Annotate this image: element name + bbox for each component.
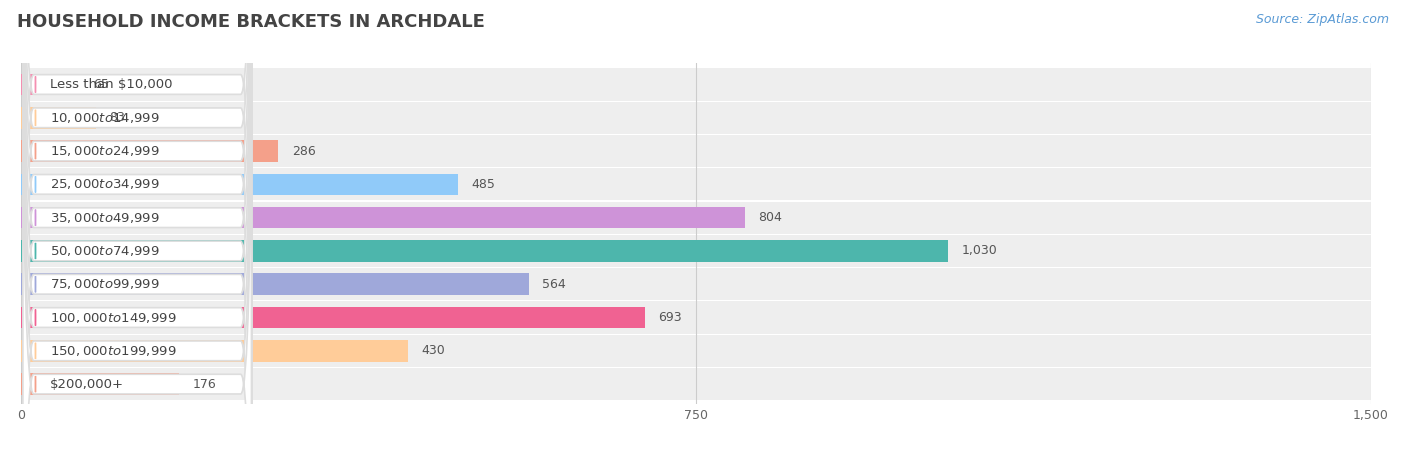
Bar: [21, 174, 457, 195]
Text: $150,000 to $199,999: $150,000 to $199,999: [49, 344, 176, 358]
Bar: [21, 207, 745, 229]
Text: $200,000+: $200,000+: [49, 378, 124, 391]
Bar: [21, 268, 1371, 300]
Bar: [21, 240, 948, 262]
Bar: [21, 235, 1371, 267]
Bar: [21, 135, 1371, 167]
Bar: [21, 107, 96, 128]
FancyBboxPatch shape: [22, 0, 252, 449]
FancyBboxPatch shape: [22, 0, 252, 449]
Text: $35,000 to $49,999: $35,000 to $49,999: [49, 211, 159, 224]
Bar: [21, 307, 645, 328]
Bar: [21, 74, 80, 95]
Text: $100,000 to $149,999: $100,000 to $149,999: [49, 311, 176, 325]
FancyBboxPatch shape: [22, 0, 252, 449]
Text: $50,000 to $74,999: $50,000 to $74,999: [49, 244, 159, 258]
Text: $25,000 to $34,999: $25,000 to $34,999: [49, 177, 159, 191]
Text: 176: 176: [193, 378, 217, 391]
Bar: [21, 168, 1371, 200]
FancyBboxPatch shape: [22, 0, 252, 449]
Text: 65: 65: [93, 78, 108, 91]
FancyBboxPatch shape: [22, 0, 252, 449]
Text: 564: 564: [543, 278, 565, 291]
Text: 1,030: 1,030: [962, 244, 997, 257]
Bar: [21, 373, 180, 395]
Text: Source: ZipAtlas.com: Source: ZipAtlas.com: [1256, 13, 1389, 26]
Text: $75,000 to $99,999: $75,000 to $99,999: [49, 277, 159, 291]
Bar: [21, 202, 1371, 234]
FancyBboxPatch shape: [22, 0, 252, 449]
Bar: [21, 140, 278, 162]
FancyBboxPatch shape: [22, 0, 252, 449]
FancyBboxPatch shape: [22, 0, 252, 449]
Bar: [21, 273, 529, 295]
FancyBboxPatch shape: [22, 0, 252, 449]
Bar: [21, 340, 408, 361]
Bar: [21, 102, 1371, 134]
Text: $10,000 to $14,999: $10,000 to $14,999: [49, 111, 159, 125]
Bar: [21, 68, 1371, 101]
Bar: [21, 335, 1371, 367]
Bar: [21, 301, 1371, 334]
Text: $15,000 to $24,999: $15,000 to $24,999: [49, 144, 159, 158]
Text: Less than $10,000: Less than $10,000: [49, 78, 173, 91]
Text: HOUSEHOLD INCOME BRACKETS IN ARCHDALE: HOUSEHOLD INCOME BRACKETS IN ARCHDALE: [17, 13, 485, 31]
Text: 804: 804: [758, 211, 782, 224]
Text: 286: 286: [292, 145, 316, 158]
Bar: [21, 368, 1371, 400]
Text: 693: 693: [658, 311, 682, 324]
FancyBboxPatch shape: [22, 0, 252, 449]
Text: 83: 83: [110, 111, 125, 124]
Text: 485: 485: [471, 178, 495, 191]
Text: 430: 430: [422, 344, 446, 357]
